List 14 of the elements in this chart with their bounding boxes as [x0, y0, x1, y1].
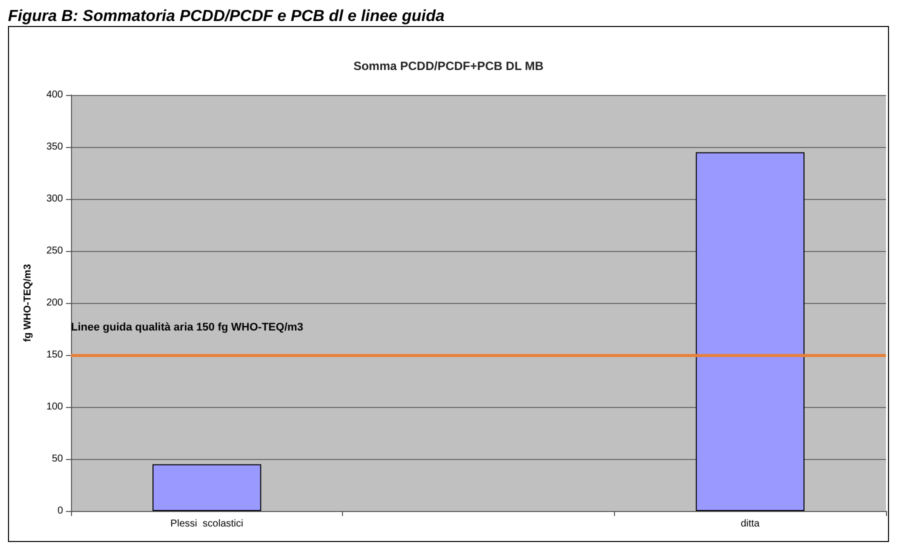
- y-tick-label: 100: [46, 402, 64, 412]
- text: Figura B: Sommatoria PCDD/PCDF e PCB dl e linee guida: [8, 8, 446, 26]
- y-tick-label: 350: [46, 142, 64, 152]
- x-tick-label: ditta: [740, 518, 760, 530]
- y-tick-label: 300: [46, 194, 64, 204]
- y-tick-label: 200: [46, 298, 64, 308]
- x-tick-label: Plessi scolastici: [170, 518, 244, 530]
- y-axis-title: fg WHO-TEQ/m3: [22, 264, 34, 342]
- y-tick-label: 250: [46, 246, 64, 256]
- y-tick-label: 0: [57, 506, 64, 516]
- y-tick-label: 150: [46, 350, 64, 360]
- chart-title: Somma PCDD/PCDF+PCB DL MB: [353, 59, 544, 73]
- y-tick-label: 400: [46, 90, 64, 100]
- y-tick-label: 50: [52, 454, 64, 464]
